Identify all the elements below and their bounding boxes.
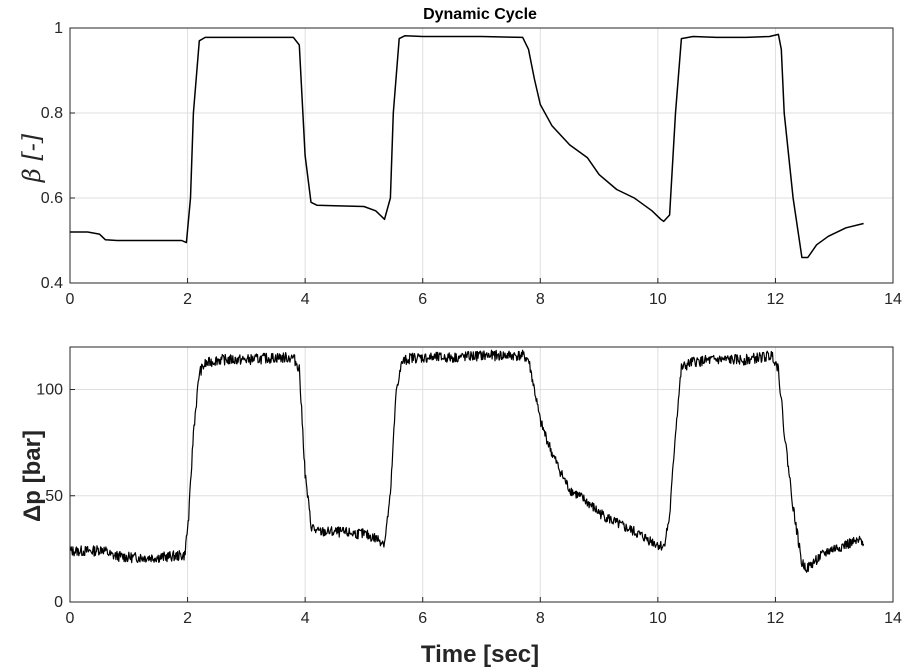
x-tick-label: 12 <box>767 610 785 627</box>
series-line-bottom <box>69 349 865 573</box>
x-tick-label: 8 <box>536 610 545 627</box>
chart-title-top: Dynamic Cycle <box>423 6 537 23</box>
x-tick-label: 6 <box>418 610 427 627</box>
y-tick-label: 1 <box>54 20 63 37</box>
y-tick-label: 100 <box>36 382 63 399</box>
x-tick-label: 2 <box>183 291 192 308</box>
series-line-top <box>70 33 864 259</box>
axes-bottom: 0 2 4 6 8 10 12 14 0 50 100 <box>36 346 902 627</box>
y-tick-label: 0.4 <box>41 275 63 292</box>
x-tick-label: 14 <box>884 610 902 627</box>
axes-top: 0 2 4 6 8 10 12 14 0.4 0.6 0.8 1 <box>41 20 902 308</box>
x-tick-label: 4 <box>301 291 310 308</box>
x-tick-label: 4 <box>301 610 310 627</box>
y-tick-label: 0.6 <box>41 190 63 207</box>
y-tick-label: 0 <box>54 594 63 611</box>
x-tick-label: 2 <box>183 610 192 627</box>
x-axis-label: Time [sec] <box>421 641 539 668</box>
plot-frame <box>69 346 894 603</box>
x-tick-label: 0 <box>66 610 75 627</box>
x-tick-label: 14 <box>884 291 902 308</box>
x-tick-label: 12 <box>767 291 785 308</box>
y-tick-label: 50 <box>45 488 63 505</box>
y-axis-label-bottom: Δp [bar] <box>19 430 46 522</box>
x-tick-label: 0 <box>66 291 75 308</box>
x-tick-label: 10 <box>649 610 667 627</box>
plot-frame <box>69 27 894 284</box>
y-axis-label-top: β [-] <box>18 133 46 183</box>
x-tick-label: 10 <box>649 291 667 308</box>
y-tick-label: 0.8 <box>41 105 63 122</box>
x-tick-label: 8 <box>536 291 545 308</box>
x-tick-label: 6 <box>418 291 427 308</box>
